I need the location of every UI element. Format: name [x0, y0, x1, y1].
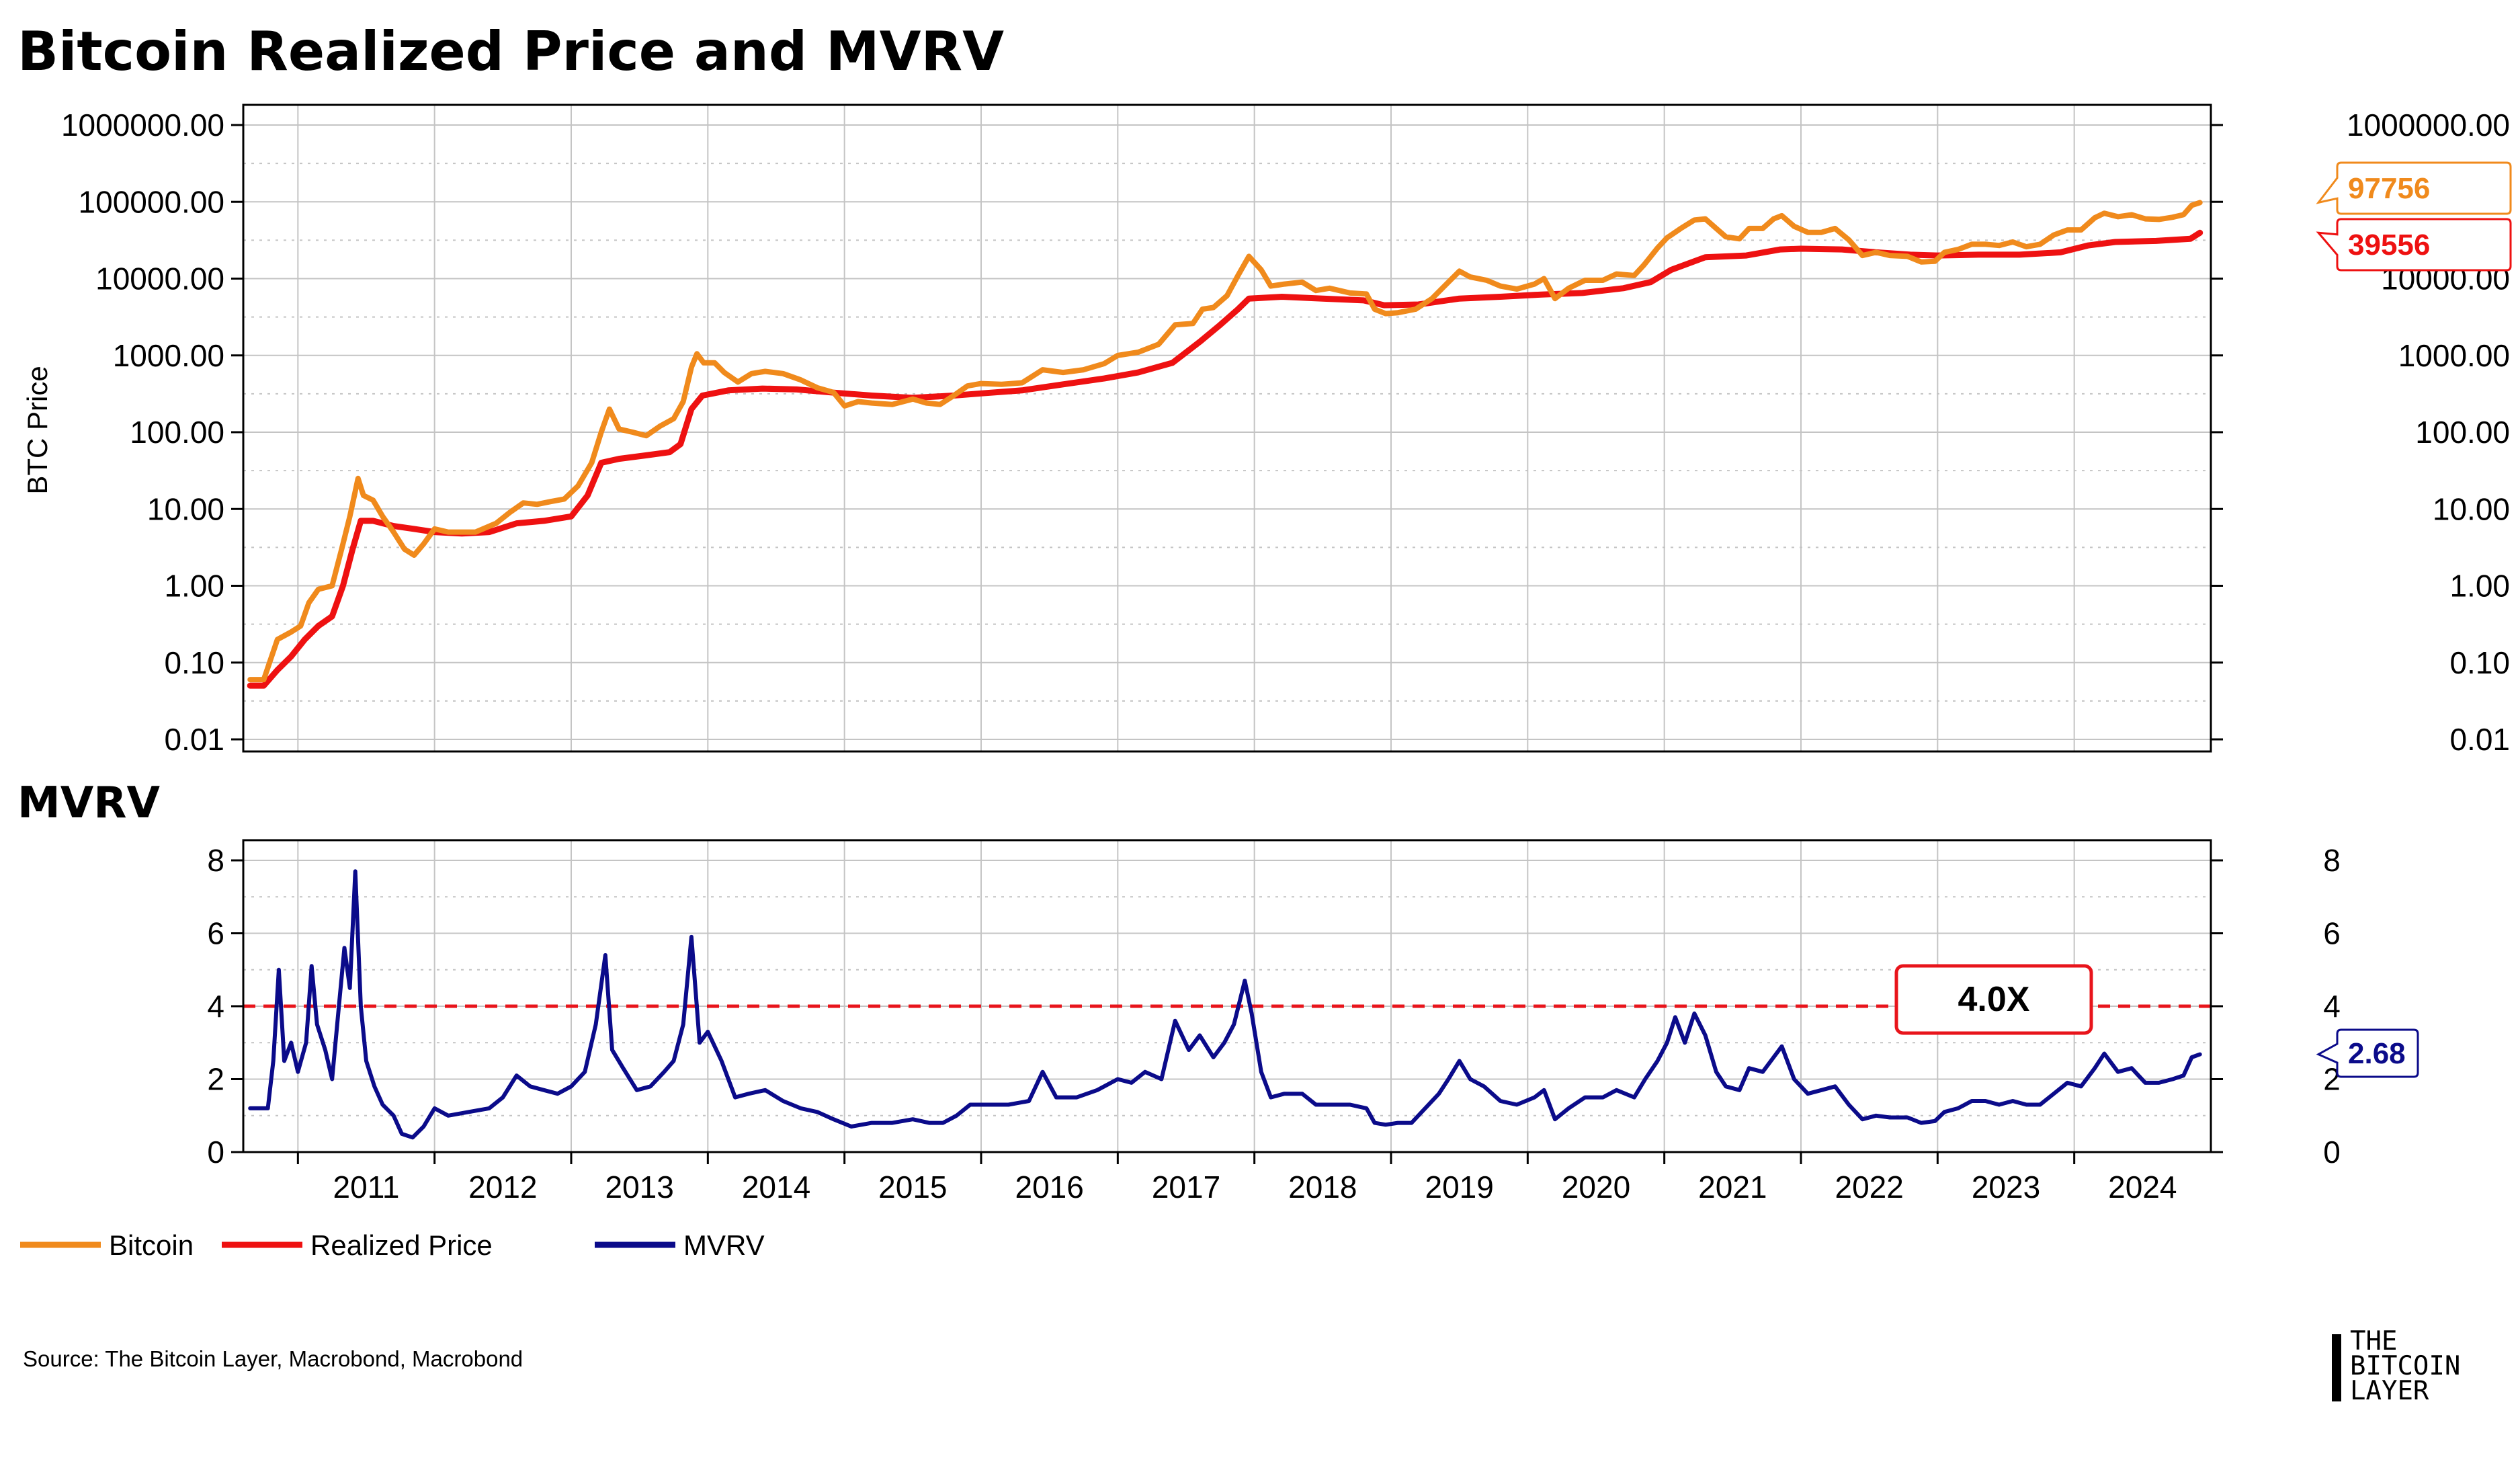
realized-last-value-box: [2316, 218, 2512, 272]
legend-label: MVRV: [683, 1229, 765, 1261]
mvrv-last-value-box: [2316, 1028, 2419, 1078]
price-plot-frame: [242, 104, 2212, 753]
price-y-ticks-left: 0.01 0.10 1.00 10.00 100.00 1000.00 10000.00 10…: [61, 108, 243, 757]
mvrv-y-tick-label-right: 8: [2323, 843, 2341, 878]
price-y-tick-label: 0.10: [164, 645, 224, 680]
price-series: [247, 200, 2203, 689]
mvrv-last-value-callout: 2.68: [2316, 1028, 2419, 1078]
year-x-tick-label: 2021: [1698, 1170, 1767, 1204]
realized-price-line: [247, 229, 2203, 689]
legend-label: Bitcoin: [109, 1229, 194, 1261]
price-y-tick-label: 0.01: [164, 722, 224, 757]
price-y-tick-label: 100000.00: [79, 184, 224, 219]
legend-item-bitcoin: Bitcoin: [20, 1229, 194, 1261]
price-y-tick-label: 1.00: [164, 569, 224, 604]
year-x-tick-label: 2017: [1152, 1170, 1220, 1204]
threshold-annotation-box: [1894, 964, 2093, 1035]
bitcoin-price-line: [247, 200, 2203, 683]
year-x-ticks: 2011 2012 2013 2014 2015 2016 2017 2018 2019 2020…: [296, 1152, 2177, 1204]
price-y-tick-label-right: 10.00: [2433, 491, 2510, 526]
legend-label: Realized Price: [310, 1229, 493, 1261]
year-x-tick-label: 2024: [2108, 1170, 2177, 1204]
legend-item-realized-price: Realized Price: [222, 1229, 493, 1261]
mvrv-y-tick-label: 6: [207, 916, 224, 951]
year-x-tick-label: 2012: [468, 1170, 537, 1204]
year-x-tick-label: 2013: [605, 1170, 673, 1204]
year-x-tick-label: 2015: [878, 1170, 947, 1204]
chart-title: Bitcoin Realized Price and MVRV: [17, 20, 1004, 83]
bitcoin-layer-logo: THE BITCOIN LAYER: [2332, 1326, 2460, 1406]
mvrv-y-tick-label: 4: [207, 989, 224, 1024]
year-x-tick-label: 2022: [1835, 1170, 1903, 1204]
mvrv-y-tick-label-right: 0: [2323, 1135, 2341, 1170]
mvrv-last-value-label: 2.68: [2348, 1037, 2406, 1070]
year-x-tick-label: 2014: [742, 1170, 810, 1204]
year-x-tick-label: 2019: [1425, 1170, 1493, 1204]
logo-bar: [2332, 1334, 2341, 1401]
price-y-tick-label: 10000.00: [95, 261, 224, 296]
price-last-value-callouts: 97756 39556: [2316, 161, 2512, 272]
mvrv-panel-title: MVRV: [17, 778, 161, 828]
price-y-tick-label-right: 0.01: [2449, 722, 2510, 757]
mvrv-y-tick-label: 0: [207, 1135, 224, 1170]
price-year-gridlines: [297, 105, 2075, 751]
year-x-tick-label: 2016: [1015, 1170, 1083, 1204]
year-x-tick-label: 2020: [1562, 1170, 1630, 1204]
mvrv-plot-frame: [242, 839, 2212, 1153]
legend-item-mvrv: MVRV: [595, 1229, 765, 1261]
price-gridlines: [243, 124, 2211, 740]
price-y-tick-label: 100.00: [130, 415, 224, 450]
mvrv-line: [248, 869, 2202, 1140]
source-note: Source: The Bitcoin Layer, Macrobond, Ma…: [23, 1346, 523, 1371]
price-y-tick-label: 1000000.00: [61, 108, 224, 142]
price-y-axis-label: BTC Price: [22, 366, 53, 494]
price-y-tick-label: 10.00: [147, 491, 224, 526]
threshold-annotation-label: 4.0X: [1958, 980, 2030, 1019]
legend: Bitcoin Realized Price MVRV: [20, 1229, 765, 1261]
realized-last-value-label: 39556: [2348, 229, 2430, 261]
year-x-tick-label: 2018: [1288, 1170, 1357, 1204]
price-y-tick-label-right: 1000.00: [2398, 338, 2510, 373]
price-y-tick-label-right: 1.00: [2449, 569, 2510, 604]
year-x-tick-label: 2023: [1972, 1170, 2040, 1204]
logo-line-3: LAYER: [2350, 1376, 2429, 1406]
mvrv-threshold: 4.0X: [243, 964, 2211, 1035]
bitcoin-last-value-label: 97756: [2348, 172, 2430, 205]
mvrv-series: [248, 869, 2202, 1140]
logo-line-1: THE: [2350, 1326, 2397, 1356]
bitcoin-last-value-box: [2316, 161, 2512, 215]
price-y-tick-label-right: 100.00: [2415, 415, 2510, 450]
price-y-tick-label: 1000.00: [113, 338, 224, 373]
price-y-tick-label-right: 1000000.00: [2347, 108, 2510, 142]
price-y-tick-label-right: 0.10: [2449, 645, 2510, 680]
mvrv-y-tick-label: 8: [207, 843, 224, 878]
mvrv-year-gridlines: [297, 840, 2075, 1152]
mvrv-y-tick-label-right: 4: [2323, 989, 2341, 1024]
mvrv-y-ticks-left: 0 2 4 6 8: [207, 843, 243, 1170]
mvrv-y-tick-label: 2: [207, 1062, 224, 1097]
mvrv-y-tick-label-right: 6: [2323, 916, 2341, 951]
logo-line-2: BITCOIN: [2350, 1351, 2460, 1381]
year-x-tick-label: 2011: [333, 1170, 400, 1204]
